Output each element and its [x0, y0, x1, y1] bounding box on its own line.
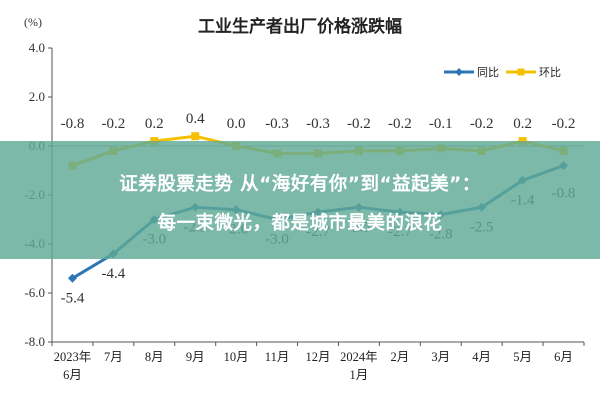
x-tick-label: 9月: [186, 350, 205, 364]
data-label-mom: -0.2: [347, 116, 371, 132]
legend: 同比 环比: [444, 66, 561, 79]
x-tick-label-line: 4月: [472, 350, 491, 364]
x-tick-label: 4月: [472, 350, 491, 364]
x-tick-label-line: 1月: [350, 368, 369, 382]
data-label-mom: 0.2: [513, 116, 532, 132]
x-tick-label: 2024年 1月: [340, 350, 378, 382]
data-point-yoy: [67, 273, 77, 283]
data-label-mom: -0.3: [265, 116, 289, 132]
data-label-yoy: -4.4: [102, 266, 126, 282]
legend-label: 同比: [477, 66, 499, 79]
y-tick-label: 4.0: [29, 40, 45, 55]
overlay-banner: [0, 141, 600, 259]
data-label-mom: -0.1: [429, 116, 453, 132]
x-tick-label-line: 7月: [104, 350, 123, 364]
y-tick-label: -8.0: [24, 334, 45, 349]
data-label-mom: 0.4: [186, 111, 205, 127]
x-tick-label: 5月: [513, 350, 532, 364]
x-tick-label-line: 6月: [63, 368, 82, 382]
x-tick-label-line: 6月: [554, 350, 573, 364]
x-tick-label: 2023年 6月: [54, 350, 92, 382]
x-tick-label: 8月: [145, 350, 164, 364]
chart-title: 工业生产者出厂价格涨跌幅: [198, 16, 402, 37]
data-label-mom: -0.2: [552, 116, 576, 132]
x-tick-label-line: 3月: [431, 350, 450, 364]
x-tick-label: 11月: [265, 350, 290, 364]
y-tick-label: -6.0: [24, 285, 45, 300]
y-axis-unit-label: (%): [24, 15, 42, 29]
y-tick-label: 2.0: [29, 89, 45, 104]
data-label-mom: -0.2: [102, 116, 126, 132]
x-tick-label-line: 9月: [186, 350, 205, 364]
x-tick-label-line: 2月: [390, 350, 409, 364]
data-label-mom: -0.8: [61, 116, 85, 132]
banner-headline-line2[interactable]: 每一束微光，都是城市最美的浪花: [157, 213, 443, 234]
x-tick-label-line: 12月: [305, 350, 330, 364]
legend-marker-mom: [517, 68, 525, 76]
x-tick-label-line: 8月: [145, 350, 164, 364]
x-tick-label-line: 5月: [513, 350, 532, 364]
data-label-mom: 0.0: [227, 116, 246, 132]
x-tick-label-line: 10月: [224, 350, 249, 364]
data-point-mom: [191, 132, 200, 141]
data-label-mom: -0.3: [306, 116, 330, 132]
data-label-yoy: -5.4: [61, 290, 85, 306]
x-tick-label: 10月: [224, 350, 249, 364]
data-label-mom: -0.2: [388, 116, 412, 132]
x-tick-label: 2月: [390, 350, 409, 364]
legend-marker-yoy: [455, 68, 463, 76]
x-tick-label-line: 11月: [265, 350, 290, 364]
x-tick-labels: 2023年 6月 7月 8月 9月 10月 11月 12月 2024年 1月 2月 3月 4月 5月 6月: [54, 350, 573, 382]
legend-label: 环比: [539, 66, 561, 79]
x-tick-label-line: 2024年: [340, 350, 378, 364]
x-tick-label: 7月: [104, 350, 123, 364]
x-tick-label: 3月: [431, 350, 450, 364]
data-label-mom: 0.2: [145, 116, 164, 132]
x-tick-label: 12月: [305, 350, 330, 364]
data-label-mom: -0.2: [470, 116, 494, 132]
x-tick-label: 6月: [554, 350, 573, 364]
banner-headline-line1[interactable]: 证券股票走势 从“海好有你”到“益起美”：: [119, 174, 481, 195]
x-tick-label-line: 2023年: [54, 350, 92, 364]
